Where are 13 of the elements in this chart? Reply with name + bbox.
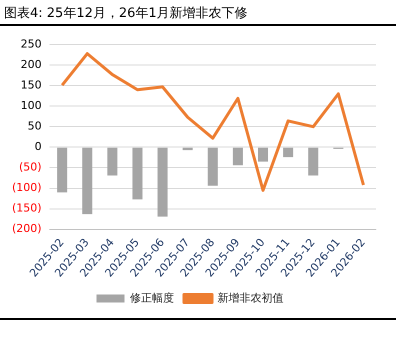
- y-tick-label: 100: [20, 99, 42, 112]
- y-tick-label: 50: [28, 120, 42, 133]
- y-tick-label: 150: [20, 78, 42, 92]
- chart-title: 图表4: 25年12月，26年1月新增非农下修: [4, 5, 248, 22]
- y-tick-label: (200): [12, 222, 42, 236]
- y-tick-label: (150): [12, 202, 42, 215]
- y-tick-label: (100): [12, 181, 42, 194]
- y-tick-label: 200: [20, 58, 42, 71]
- y-tick-label: (50): [18, 160, 42, 174]
- y-tick-label: 250: [20, 37, 42, 50]
- legend-label: 新增非农初值: [218, 291, 284, 304]
- legend-label: 修正幅度: [130, 291, 174, 304]
- y-tick-label: 0: [34, 140, 42, 154]
